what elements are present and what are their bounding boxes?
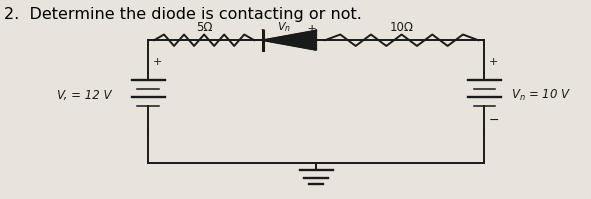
- Polygon shape: [263, 31, 316, 50]
- Text: $V_n$: $V_n$: [277, 20, 291, 34]
- Text: 5Ω: 5Ω: [196, 21, 212, 34]
- Text: 10Ω: 10Ω: [389, 21, 414, 34]
- Text: $V_n$ = 10 V: $V_n$ = 10 V: [511, 88, 571, 103]
- Text: V, = 12 V: V, = 12 V: [57, 89, 111, 102]
- Text: +: +: [304, 24, 317, 34]
- Text: -: -: [261, 24, 269, 34]
- Text: −: −: [489, 114, 499, 127]
- Text: 2.  Determine the diode is contacting or not.: 2. Determine the diode is contacting or …: [4, 7, 362, 22]
- Text: +: +: [489, 58, 498, 67]
- Text: +: +: [153, 58, 162, 67]
